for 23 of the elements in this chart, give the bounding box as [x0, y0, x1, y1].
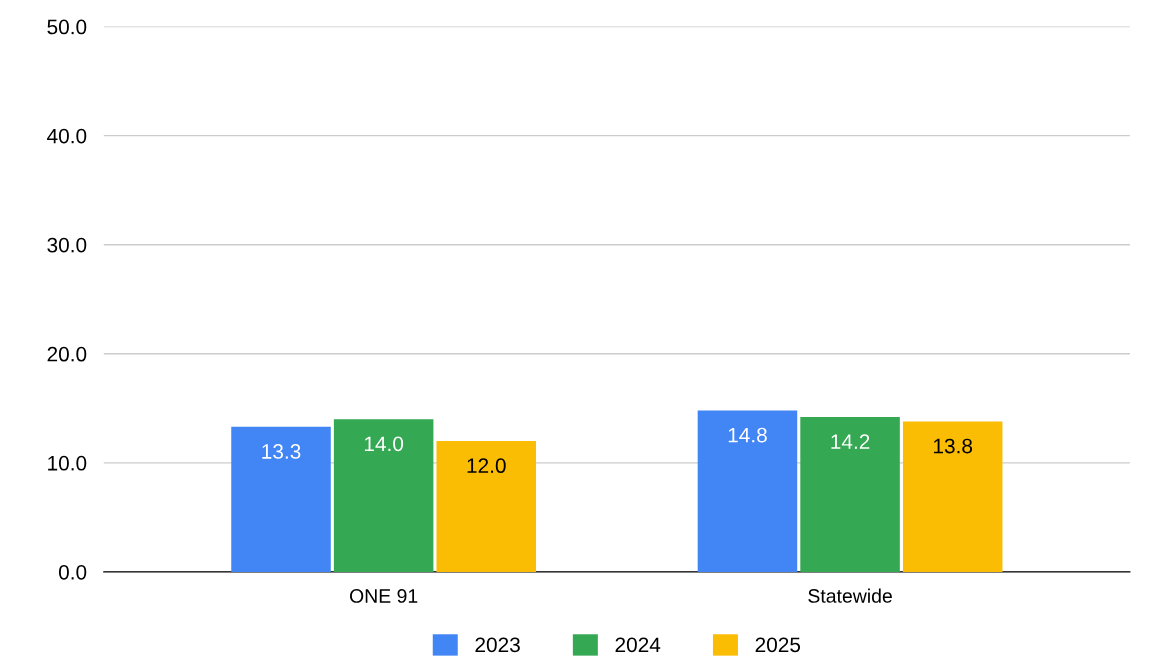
y-tick-label: 30.0 [47, 237, 87, 253]
bar [231, 426, 331, 572]
data-label: 12.0 [467, 458, 506, 474]
bar [697, 410, 798, 572]
bar [902, 421, 1003, 572]
data-label: 13.8 [934, 438, 973, 454]
data-label: 14.0 [364, 436, 404, 452]
y-tick-label: 10.0 [48, 455, 87, 471]
x-tick-label: Statewide [808, 588, 892, 603]
x-tick-label: ONE 91 [349, 589, 418, 603]
legend-label: 2025 [755, 637, 801, 653]
bar [800, 417, 900, 572]
data-label: 13.3 [262, 444, 301, 459]
data-label: 14.8 [728, 427, 767, 443]
y-tick-label: 20.0 [47, 346, 87, 362]
y-tick-label: 50.0 [47, 19, 87, 35]
bar [436, 441, 537, 572]
y-tick-label: 0.0 [58, 564, 87, 580]
legend-label: 2023 [475, 637, 520, 653]
bar [333, 419, 434, 572]
legend-label: 2024 [615, 637, 661, 653]
y-tick-label: 40.0 [47, 128, 87, 144]
data-label: 14.2 [831, 434, 870, 449]
